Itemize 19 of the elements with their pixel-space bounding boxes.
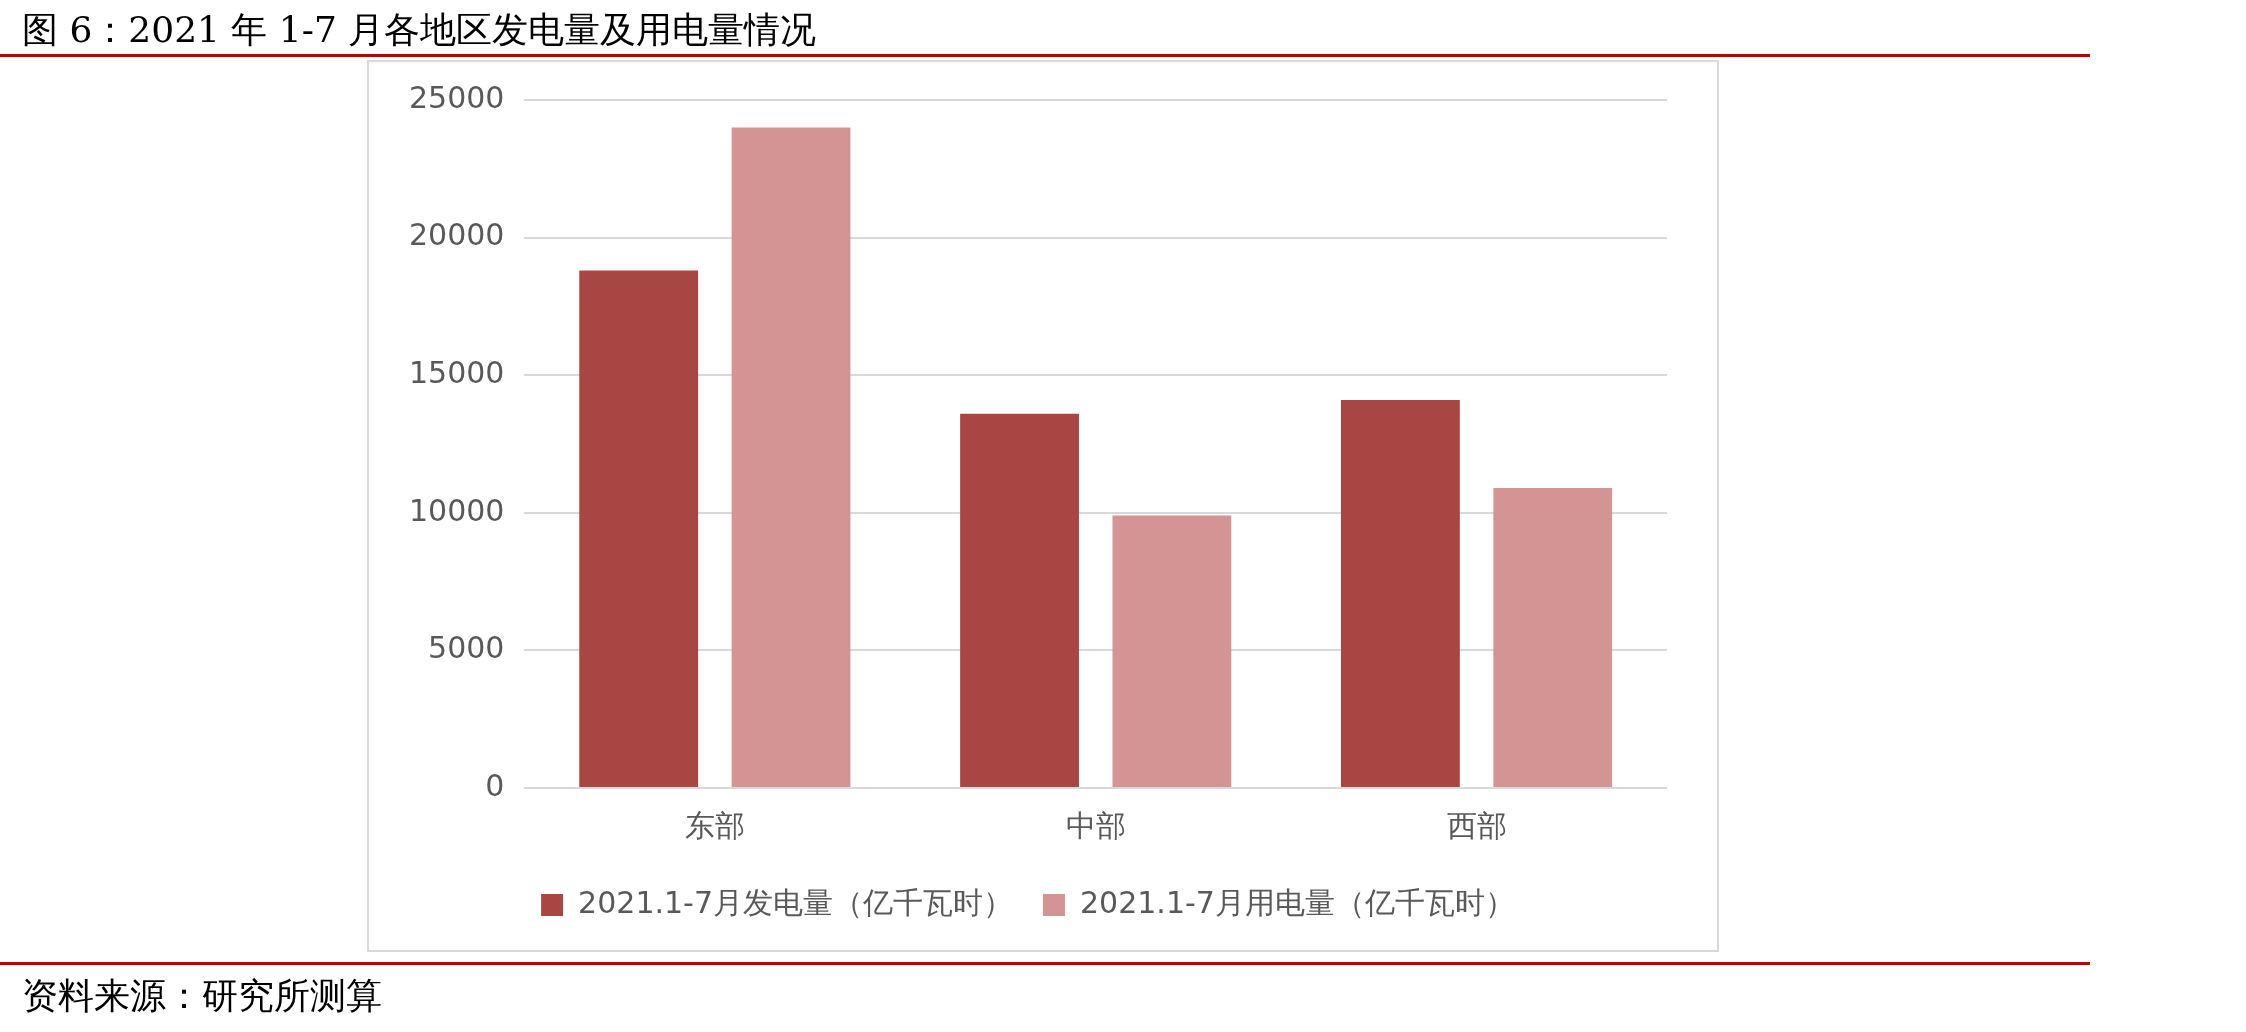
y-tick-label: 0 bbox=[485, 767, 505, 803]
text: 资料来源：研究所测算 bbox=[22, 974, 382, 1018]
x-tick-label: 东部 bbox=[684, 807, 745, 843]
legend-label: 2021.1-7月发电量（亿千瓦时） bbox=[578, 884, 1014, 920]
y-tick-label: 5000 bbox=[428, 630, 505, 666]
bar bbox=[731, 127, 851, 787]
x-tick-label: 西部 bbox=[1446, 807, 1507, 843]
y-tick-label: 20000 bbox=[409, 217, 505, 253]
y-tick-label: 25000 bbox=[409, 79, 505, 115]
bar bbox=[1112, 515, 1232, 787]
y-tick-label: 10000 bbox=[409, 492, 505, 528]
bar bbox=[960, 413, 1079, 787]
bar bbox=[1493, 488, 1613, 787]
x-tick-label: 中部 bbox=[1065, 807, 1126, 843]
y-tick-label: 15000 bbox=[409, 355, 505, 390]
legend-label: 2021.1-7月用电量（亿千瓦时） bbox=[1080, 884, 1515, 920]
bar bbox=[579, 270, 699, 787]
bar bbox=[1340, 399, 1460, 787]
chart-title: 图 6：2021 年 1-7 月各地区发电量及用电量情况 bbox=[22, 8, 817, 52]
